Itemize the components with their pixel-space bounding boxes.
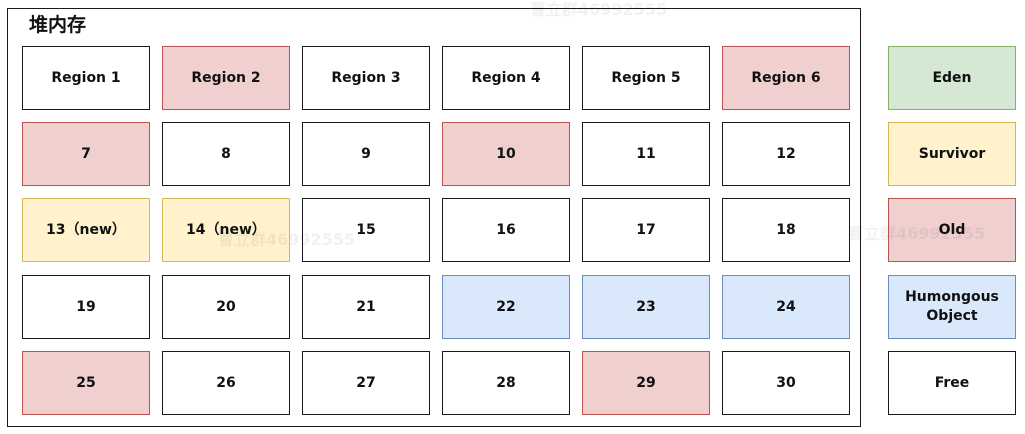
region-cell: 26: [162, 351, 290, 415]
region-cell: 13（new）: [22, 198, 150, 262]
region-cell: 25: [22, 351, 150, 415]
region-cell: 10: [442, 122, 570, 186]
region-cell: 29: [582, 351, 710, 415]
region-cell: 24: [722, 275, 850, 339]
region-cell: 28: [442, 351, 570, 415]
heap-title: 堆内存: [29, 14, 87, 36]
region-cell: Region 6: [722, 46, 850, 110]
region-cell: Region 3: [302, 46, 430, 110]
legend-item-survivor: Survivor: [888, 122, 1016, 186]
region-cell: 21: [302, 275, 430, 339]
region-cell: Region 1: [22, 46, 150, 110]
region-cell: 7: [22, 122, 150, 186]
region-cell: 11: [582, 122, 710, 186]
legend-item-humongous: Humongous Object: [888, 275, 1016, 339]
region-cell: 12: [722, 122, 850, 186]
legend-item-free: Free: [888, 351, 1016, 415]
legend-item-old: Old: [888, 198, 1016, 262]
region-cell: 16: [442, 198, 570, 262]
heap-memory-container: [7, 8, 861, 427]
region-cell: 20: [162, 275, 290, 339]
region-cell: 19: [22, 275, 150, 339]
legend-item-eden: Eden: [888, 46, 1016, 110]
region-cell: Region 4: [442, 46, 570, 110]
region-cell: 30: [722, 351, 850, 415]
region-cell: Region 5: [582, 46, 710, 110]
region-cell: 15: [302, 198, 430, 262]
region-cell: Region 2: [162, 46, 290, 110]
region-cell: 17: [582, 198, 710, 262]
region-cell: 27: [302, 351, 430, 415]
region-cell: 23: [582, 275, 710, 339]
region-cell: 18: [722, 198, 850, 262]
region-cell: 8: [162, 122, 290, 186]
region-cell: 22: [442, 275, 570, 339]
region-cell: 14（new）: [162, 198, 290, 262]
region-cell: 9: [302, 122, 430, 186]
